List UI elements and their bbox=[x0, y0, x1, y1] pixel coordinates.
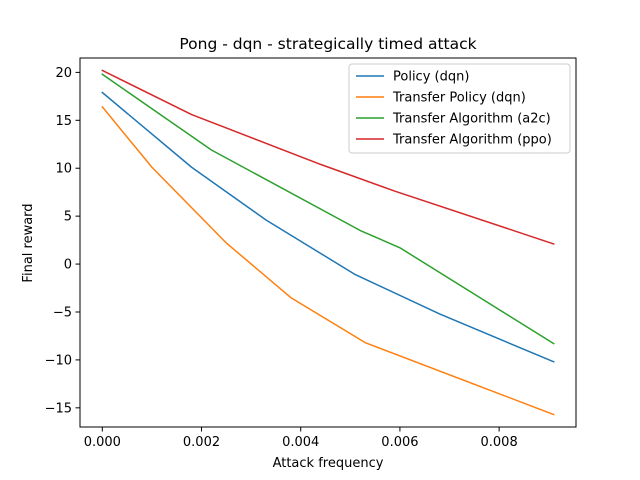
y-tick-label: 5 bbox=[64, 210, 72, 225]
plot-frame bbox=[79, 57, 577, 428]
y-axis-ticks: −15 −10 −5 0 5 10 15 20 bbox=[45, 66, 80, 416]
y-tick-label: −10 bbox=[45, 353, 72, 368]
legend-label-2: Transfer Policy (dqn) bbox=[392, 91, 526, 106]
x-axis-ticks: 0.000 0.002 0.004 0.006 0.008 bbox=[84, 427, 518, 450]
y-tick-label: −15 bbox=[45, 401, 72, 416]
legend-frame bbox=[348, 63, 571, 154]
chart-title: Pong - dqn - strategically timed attack bbox=[179, 35, 476, 53]
y-axis-label: Final reward bbox=[21, 203, 36, 282]
x-tick-label: 0.006 bbox=[381, 435, 418, 450]
legend-label-4: Transfer Algorithm (ppo) bbox=[392, 133, 552, 148]
series-line-2 bbox=[101, 105, 555, 416]
x-tick-label: 0.002 bbox=[183, 435, 220, 450]
x-axis-label: Attack frequency bbox=[273, 456, 384, 471]
x-tick-label: 0.000 bbox=[84, 435, 121, 450]
y-tick-label: −5 bbox=[53, 305, 72, 320]
series-line-1 bbox=[101, 91, 555, 363]
plot-lines bbox=[101, 69, 555, 416]
legend: Policy (dqn) Transfer Policy (dqn) Transfe… bbox=[348, 63, 571, 154]
series-line-4 bbox=[101, 69, 555, 245]
legend-label-3: Transfer Algorithm (a2c) bbox=[392, 112, 551, 127]
y-tick-label: 10 bbox=[55, 162, 72, 177]
y-tick-label: 0 bbox=[64, 258, 72, 273]
y-tick-label: 15 bbox=[55, 114, 72, 129]
x-tick-label: 0.004 bbox=[282, 435, 319, 450]
series-line-3 bbox=[101, 73, 555, 345]
x-tick-label: 0.008 bbox=[481, 435, 518, 450]
y-tick-label: 20 bbox=[55, 66, 72, 81]
legend-label-1: Policy (dqn) bbox=[393, 70, 469, 85]
